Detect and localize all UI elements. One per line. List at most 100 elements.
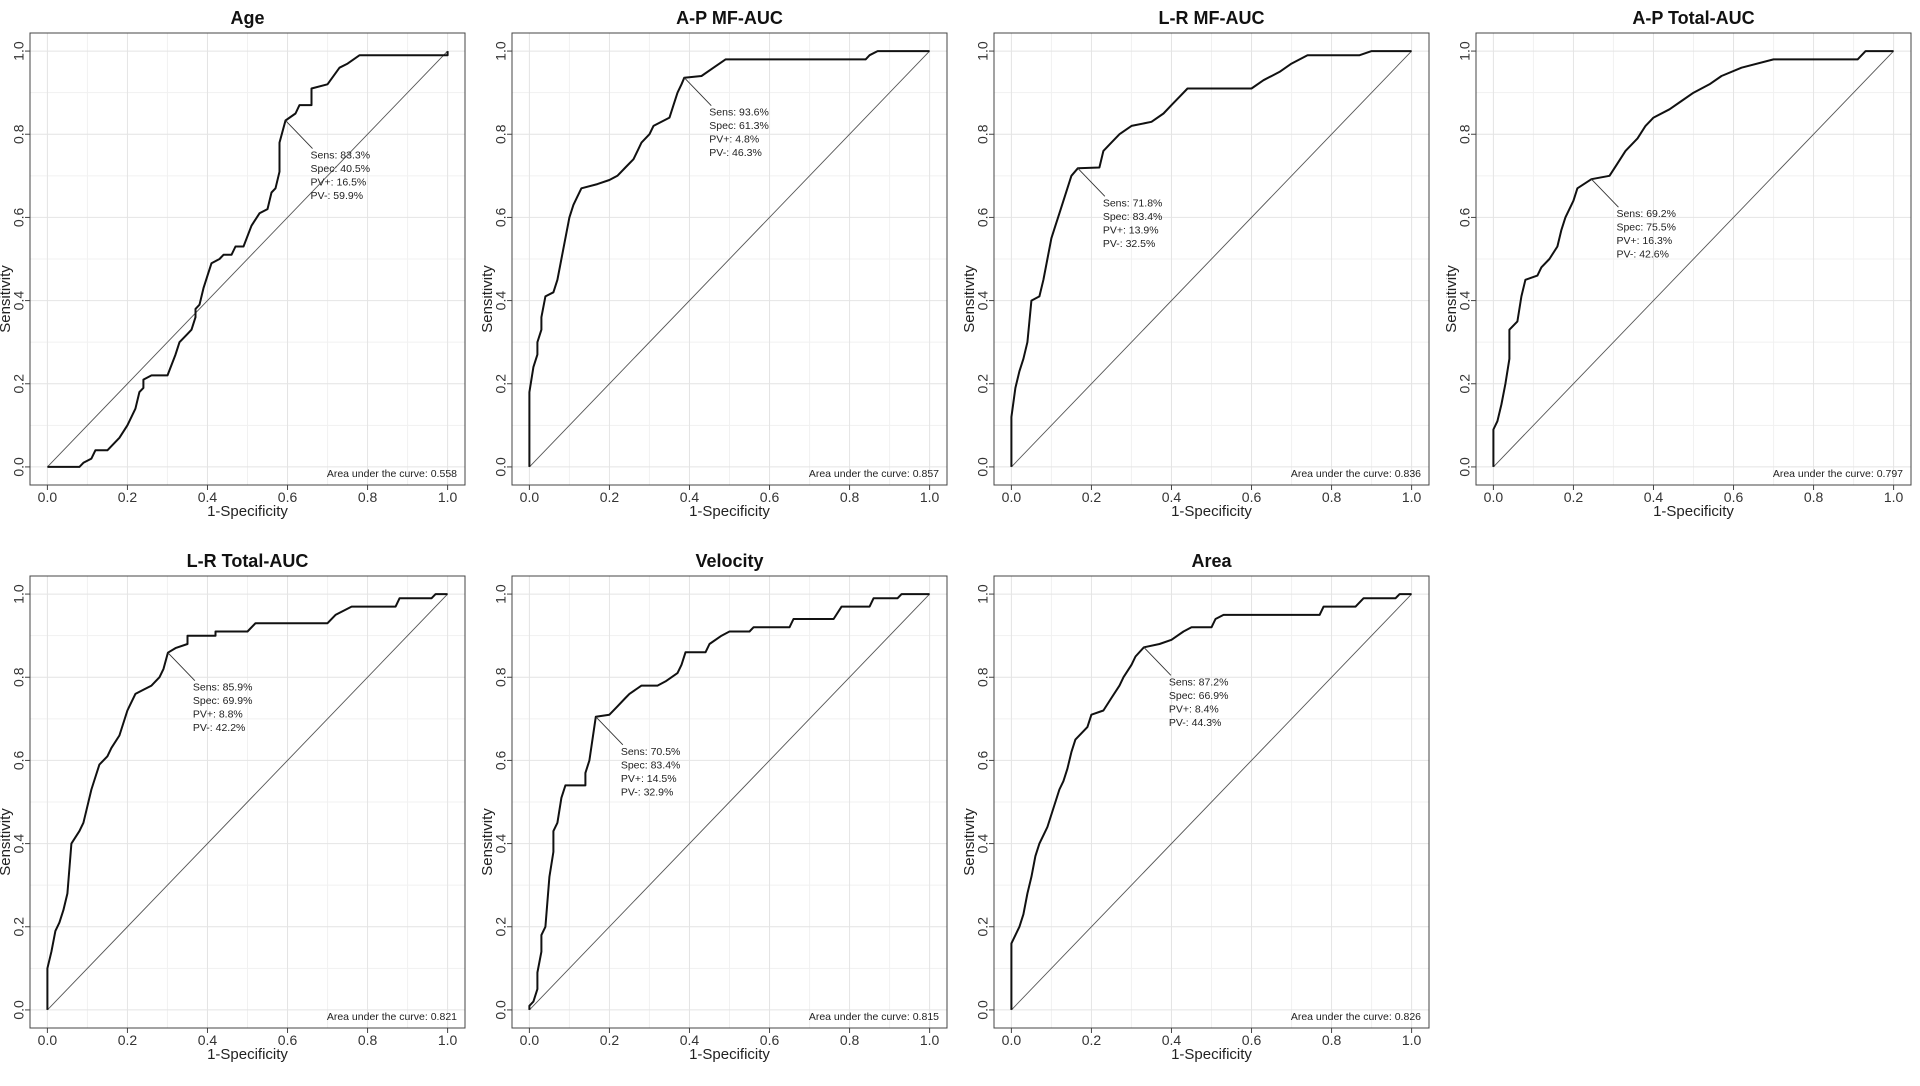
- y-axis-tick-label: 0.8: [975, 667, 991, 687]
- x-axis-tick-label: 0.8: [840, 1032, 860, 1048]
- roc-curve: [46, 593, 448, 1010]
- auc-label: Area under the curve: 0.826: [1291, 1011, 1421, 1023]
- x-axis-tick-label: 0.0: [38, 1032, 58, 1048]
- roc-panel-ap-total-auc: Sens: 69.2% Spec: 75.5%PV+: 16.3% PV-: 42.…: [1446, 8, 1912, 520]
- y-axis-tick-label: 0.6: [975, 207, 991, 227]
- auc-label: Area under the curve: 0.797: [1773, 468, 1903, 480]
- cutoff-leader-line: [167, 652, 196, 682]
- y-axis-tick-label: 0.2: [493, 374, 509, 394]
- x-axis-title: 1-Specificity: [1653, 503, 1734, 520]
- y-axis-tick-label: 0.2: [11, 374, 27, 394]
- y-axis-tick-label: 1.0: [1457, 41, 1473, 61]
- x-axis-tick-label: 0.0: [38, 489, 58, 505]
- roc-panel-lr-total-auc: Sens: 85.9%Spec: 69.9% PV+: 8.8%PV-: 42.2…: [0, 551, 466, 1063]
- y-axis-tick-label: 0.8: [11, 124, 27, 144]
- y-axis-tick-label: 0.0: [975, 1000, 991, 1020]
- y-axis-tick-label: 0.4: [11, 834, 27, 854]
- x-axis-title: 1-Specificity: [207, 1046, 288, 1063]
- cutoff-annotation-line: PV+: 13.9%: [1103, 224, 1159, 236]
- cutoff-annotation-line: PV+: 14.5%: [621, 773, 677, 785]
- y-axis-tick-label: 0.4: [975, 291, 991, 311]
- y-axis-tick-label: 1.0: [975, 41, 991, 61]
- reference-diagonal: [47, 593, 448, 1011]
- x-axis-tick-label: 0.6: [760, 1032, 780, 1048]
- x-axis-tick-label: 0.4: [198, 1032, 218, 1048]
- y-axis-tick-label: 0.2: [1457, 374, 1473, 394]
- y-axis-tick-label: 1.0: [493, 41, 509, 61]
- x-axis-tick-label: 0.8: [358, 489, 378, 505]
- y-axis-tick-label: 0.4: [493, 291, 509, 311]
- plot-frame: [511, 32, 948, 486]
- y-axis-tick-label: 0.0: [493, 457, 509, 477]
- reference-diagonal: [1493, 50, 1894, 468]
- x-axis-tick-label: 0.6: [1242, 489, 1262, 505]
- x-axis-tick-label: 1.0: [1402, 489, 1422, 505]
- cutoff-annotation-line: Sens: 83.3%: [311, 150, 371, 162]
- plot-frame: [1475, 32, 1912, 486]
- y-axis-tick-label: 0.8: [975, 124, 991, 144]
- cutoff-annotation-line: PV+: 4.8%: [709, 134, 759, 146]
- roc-panel-ap-mf-auc: Sens: 93.6%Spec: 61.3% PV+: 4.8%PV-: 46.3…: [482, 8, 948, 520]
- cutoff-leader-line: [1591, 178, 1619, 208]
- cutoff-annotation-line: PV+: 8.4%: [1169, 703, 1219, 715]
- x-axis-tick-label: 0.0: [1002, 489, 1022, 505]
- y-axis-tick-label: 1.0: [11, 41, 27, 61]
- x-axis-tick-label: 0.4: [1162, 1032, 1182, 1048]
- x-axis-title: 1-Specificity: [1171, 503, 1252, 520]
- cutoff-annotation-line: PV-: 59.9%: [311, 190, 364, 202]
- x-axis-tick-label: 0.4: [1644, 489, 1664, 505]
- cutoff-annotation-line: Spec: 69.9%: [193, 695, 253, 707]
- x-axis-tick-label: 1.0: [920, 489, 940, 505]
- cutoff-annotation-line: PV-: 44.3%: [1169, 717, 1222, 729]
- y-axis-tick-label: 0.0: [493, 1000, 509, 1020]
- y-axis-title: Sensitivity: [1446, 265, 1460, 333]
- x-axis-tick-label: 0.2: [600, 489, 620, 505]
- x-axis-tick-label: 0.6: [278, 489, 298, 505]
- y-axis-tick-label: 0.0: [11, 457, 27, 477]
- cutoff-annotation-line: Sens: 93.6%: [709, 107, 769, 119]
- y-axis-title: Sensitivity: [482, 265, 496, 333]
- x-axis-tick-label: 1.0: [438, 489, 458, 505]
- x-axis-tick-label: 0.8: [358, 1032, 378, 1048]
- y-axis-title: Sensitivity: [0, 265, 14, 333]
- cutoff-annotation-line: Sens: 69.2%: [1616, 208, 1676, 220]
- auc-label: Area under the curve: 0.558: [327, 468, 457, 480]
- x-axis-tick-label: 0.2: [118, 489, 138, 505]
- y-axis-tick-label: 0.6: [1457, 207, 1473, 227]
- x-axis-title: 1-Specificity: [689, 1046, 770, 1063]
- cutoff-annotation-line: Spec: 66.9%: [1169, 690, 1229, 702]
- roc-panel-lr-mf-auc: Sens: 71.8% Spec: 83.4%PV+: 13.9% PV-: 32.…: [964, 8, 1430, 520]
- y-axis-tick-label: 0.4: [11, 291, 27, 311]
- cutoff-annotation-line: PV-: 32.5%: [1103, 238, 1156, 250]
- x-axis-tick-label: 0.2: [600, 1032, 620, 1048]
- x-axis-tick-label: 0.0: [520, 489, 540, 505]
- cutoff-annotation-line: PV-: 42.2%: [193, 722, 246, 734]
- cutoff-annotation-line: PV+: 8.8%: [193, 709, 243, 721]
- roc-curve: [47, 51, 449, 468]
- y-axis-tick-label: 1.0: [975, 584, 991, 604]
- y-axis-tick-label: 0.8: [11, 667, 27, 687]
- reference-diagonal: [529, 50, 930, 468]
- y-axis-title: Sensitivity: [964, 808, 978, 876]
- plot-frame: [29, 575, 466, 1029]
- cutoff-annotation-line: Spec: 75.5%: [1616, 222, 1676, 234]
- cutoff-annotation-line: Spec: 61.3%: [709, 120, 769, 132]
- cutoff-annotation-line: Spec: 83.4%: [621, 759, 681, 771]
- chart-title: A-P Total-AUC: [1632, 8, 1754, 28]
- x-axis-tick-label: 0.6: [278, 1032, 298, 1048]
- x-axis-tick-label: 0.6: [760, 489, 780, 505]
- x-axis-tick-label: 1.0: [438, 1032, 458, 1048]
- y-axis-tick-label: 0.2: [493, 917, 509, 937]
- y-axis-tick-label: 0.8: [493, 124, 509, 144]
- roc-curve: [528, 50, 930, 467]
- x-axis-tick-label: 0.2: [1564, 489, 1584, 505]
- roc-curve: [1492, 50, 1894, 467]
- x-axis-tick-label: 0.2: [1082, 489, 1102, 505]
- y-axis-tick-label: 0.6: [11, 207, 27, 227]
- x-axis-tick-label: 0.8: [1322, 489, 1342, 505]
- x-axis-tick-label: 0.8: [1804, 489, 1824, 505]
- auc-label: Area under the curve: 0.836: [1291, 468, 1421, 480]
- auc-label: Area under the curve: 0.821: [327, 1011, 457, 1023]
- chart-title: L-R MF-AUC: [1159, 8, 1265, 28]
- x-axis-tick-label: 1.0: [1884, 489, 1904, 505]
